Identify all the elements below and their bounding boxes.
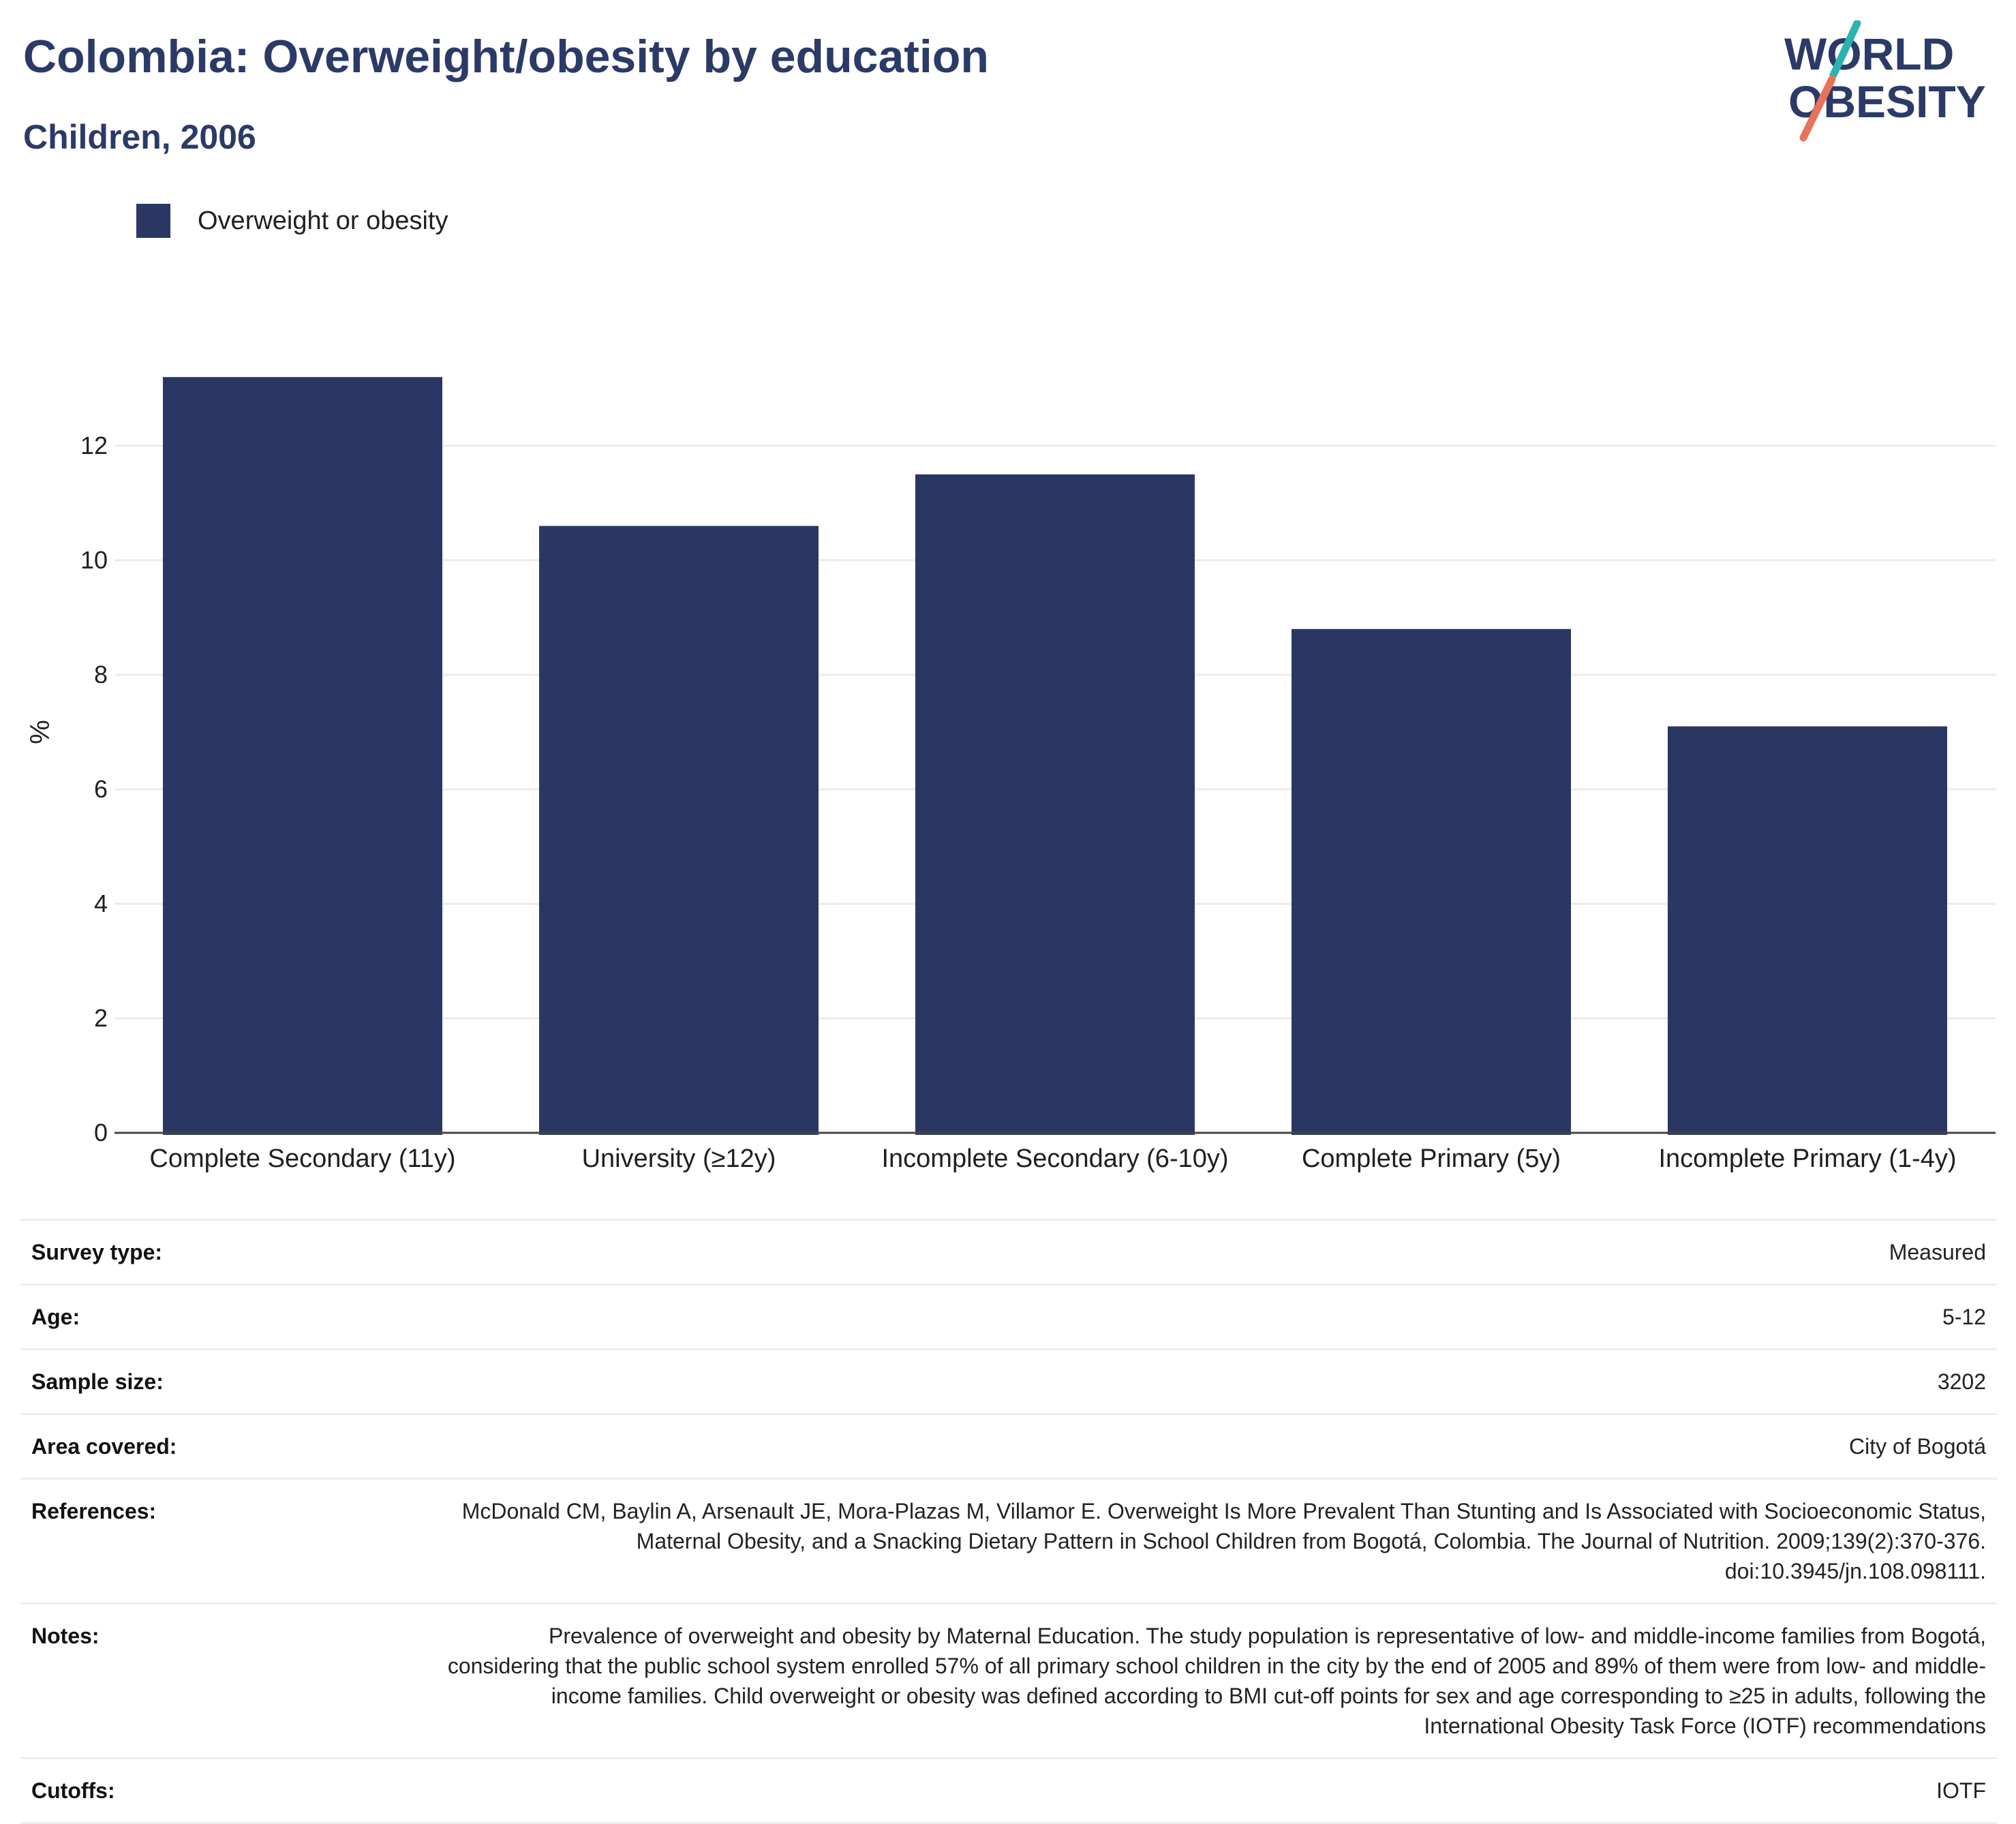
world-obesity-logo: WORLD OBESITY	[1784, 20, 1986, 142]
chart-subtitle: Children, 2006	[23, 118, 256, 156]
metadata-key: Notes:	[20, 1602, 424, 1759]
metadata-value: McDonald CM, Baylin A, Arsenault JE, Mor…	[424, 1478, 1997, 1605]
metadata-key: Area covered:	[20, 1413, 424, 1480]
x-tick-label: Incomplete Primary (1-4y)	[1658, 1144, 1956, 1173]
chart-legend[interactable]: Overweight or obesity	[136, 202, 448, 240]
metadata-key: Survey type:	[20, 1219, 424, 1286]
metadata-value: 5-12	[424, 1283, 1997, 1350]
x-tick-label: Incomplete Secondary (6-10y)	[881, 1144, 1228, 1173]
logo-slash-top	[1829, 20, 1861, 79]
metadata-value: Prevalence of overweight and obesity by …	[424, 1602, 1997, 1759]
chart-title: Colombia: Overweight/obesity by educatio…	[23, 31, 989, 82]
metadata-value: Measured	[424, 1219, 1997, 1286]
metadata-row: Cutoffs: IOTF	[20, 1757, 1997, 1824]
bar	[1292, 628, 1571, 1135]
y-tick-label: 10	[80, 546, 108, 574]
metadata-key: Age:	[20, 1283, 424, 1350]
bar	[915, 474, 1195, 1135]
y-axis-label: %	[25, 720, 55, 744]
x-tick-label: Complete Primary (5y)	[1302, 1144, 1561, 1173]
logo-text-world: WORLD	[1784, 29, 1954, 79]
y-tick-label: 8	[94, 660, 108, 688]
bar	[1668, 726, 1947, 1135]
metadata-table: Survey type: Measured Age: 5-12 Sample size:…	[20, 1219, 1997, 1824]
metadata-value: 3202	[424, 1348, 1997, 1415]
logo-slash-bottom	[1799, 75, 1836, 142]
metadata-row: Age: 5-12	[20, 1283, 1997, 1350]
metadata-value: IOTF	[424, 1757, 1997, 1824]
metadata-key: References:	[20, 1478, 424, 1605]
x-tick-label: Complete Secondary (11y)	[149, 1144, 455, 1173]
metadata-key: Cutoffs:	[20, 1757, 424, 1824]
metadata-row: Sample size: 3202	[20, 1348, 1997, 1415]
y-tick-label: 4	[94, 890, 108, 917]
bar-chart: 0 2 4 6 8 10 12% Complete Secondary (11y) Univer…	[25, 377, 1996, 1173]
bar	[539, 526, 819, 1135]
legend-label: Overweight or obesity	[198, 206, 448, 235]
metadata-row: Notes: Prevalence of overweight and obesi…	[20, 1602, 1997, 1759]
y-tick-label: 2	[94, 1004, 108, 1032]
legend-swatch	[136, 204, 170, 238]
y-tick-label: 12	[80, 431, 108, 459]
metadata-row: References: McDonald CM, Baylin A, Arsena…	[20, 1478, 1997, 1605]
metadata-value: City of Bogotá	[424, 1413, 1997, 1480]
metadata-row: Area covered: City of Bogotá	[20, 1413, 1997, 1480]
metadata-key: Sample size:	[20, 1348, 424, 1415]
metadata-row: Survey type: Measured	[20, 1219, 1997, 1286]
bar	[163, 377, 442, 1136]
x-tick-label: University (≥12y)	[582, 1144, 776, 1173]
y-tick-label: 0	[94, 1119, 108, 1146]
y-tick-label: 6	[94, 775, 108, 803]
